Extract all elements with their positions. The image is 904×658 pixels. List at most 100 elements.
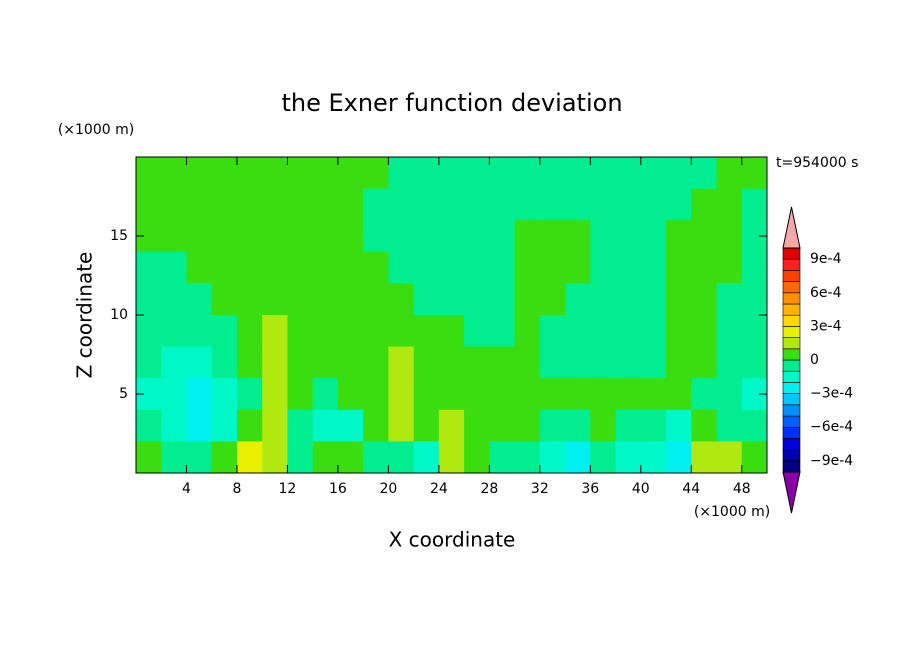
contour-cell (161, 220, 187, 253)
colorbar-box (782, 247, 801, 260)
contour-cell (161, 441, 187, 474)
contour-cell (514, 188, 541, 221)
contour-cell (211, 315, 238, 348)
contour-cell (615, 409, 642, 442)
contour-cell (337, 409, 364, 442)
contour-cell (161, 283, 187, 316)
colorbar-tick-label: −9e-4 (810, 453, 853, 469)
contour-cell (186, 315, 213, 348)
contour-cell (388, 251, 415, 284)
contour-cell (388, 220, 415, 253)
contour-cell (565, 441, 591, 474)
contour-cell (590, 283, 617, 316)
contour-cell (438, 346, 465, 379)
contour-cell (464, 441, 490, 474)
contour-cell (514, 157, 541, 190)
contour-cell (438, 188, 465, 221)
contour-cell (666, 346, 692, 379)
colorbar-box (782, 359, 801, 372)
contour-cell (186, 157, 213, 190)
contour-cell (514, 409, 541, 442)
contour-cell (186, 441, 213, 474)
contour-cell (262, 315, 288, 348)
contour-cell (287, 157, 314, 190)
colorbar-tick-label: −3e-4 (810, 386, 853, 402)
contour-cell (565, 220, 591, 253)
contour-cell (186, 188, 213, 221)
y-unit: (×1000 m) (58, 122, 134, 138)
contour-cell (161, 157, 187, 190)
contour-cell (514, 441, 541, 474)
x-tick-label: 28 (480, 481, 498, 497)
contour-cell (691, 409, 718, 442)
contour-cell (388, 378, 415, 411)
contour-cell (211, 251, 238, 284)
contour-cell (489, 251, 516, 284)
contour-cell (262, 157, 288, 190)
contour-cell (741, 157, 768, 190)
contour-cell (161, 409, 187, 442)
colorbar-box (782, 314, 801, 327)
contour-cell (438, 283, 465, 316)
contour-cell (489, 441, 516, 474)
contour-cell (287, 220, 314, 253)
contour-cell (640, 378, 667, 411)
colorbar-box (782, 415, 801, 428)
contour-cell (691, 188, 718, 221)
contour-cell (514, 283, 541, 316)
contour-cell (539, 315, 566, 348)
contour-cell (287, 441, 314, 474)
contour-cell (337, 315, 364, 348)
contour-cell (211, 409, 238, 442)
contour-cell (287, 409, 314, 442)
contour-cell (666, 220, 692, 253)
contour-cell (287, 346, 314, 379)
contour-cell (489, 378, 516, 411)
contour-cell (666, 251, 692, 284)
contour-cell (590, 220, 617, 253)
contour-cell (666, 315, 692, 348)
contour-cell (388, 409, 415, 442)
x-tick-label: 20 (379, 481, 397, 497)
contour-cell (161, 315, 187, 348)
colorbar-under (782, 471, 801, 514)
x-tick-label: 40 (632, 481, 650, 497)
contour-cell (337, 283, 364, 316)
colorbar-box (782, 426, 801, 439)
contour-cell (539, 157, 566, 190)
contour-cell (287, 315, 314, 348)
contour-cell (716, 441, 743, 474)
contour-cell (514, 315, 541, 348)
contour-cell (565, 346, 591, 379)
contour-cell (388, 441, 415, 474)
colorbar-tick-label: 0 (810, 352, 819, 368)
contour-cell (186, 378, 213, 411)
contour-cell (363, 283, 389, 316)
colorbar-over (782, 206, 801, 249)
contour-cell (691, 157, 718, 190)
contour-cell (312, 157, 339, 190)
contour-cell (262, 188, 288, 221)
contour-cell (262, 283, 288, 316)
contour-cell (337, 188, 364, 221)
contour-cell (363, 441, 389, 474)
colorbar-box (782, 460, 801, 473)
contour-cell (136, 409, 162, 442)
colorbar-box (782, 438, 801, 450)
contour-cell (186, 283, 213, 316)
contour-cell (136, 346, 162, 379)
contour-cell (413, 188, 440, 221)
contour-cell (514, 378, 541, 411)
contour-cell (741, 188, 768, 221)
colorbar-box (782, 370, 801, 383)
contour-cell (640, 283, 667, 316)
contour-cell (161, 188, 187, 221)
contour-cell (640, 409, 667, 442)
contour-cell (287, 378, 314, 411)
contour-cell (741, 315, 768, 348)
contour-cell (337, 251, 364, 284)
contour-cell (539, 441, 566, 474)
contour-cell (615, 157, 642, 190)
contour-cell (388, 188, 415, 221)
contour-cell (186, 220, 213, 253)
